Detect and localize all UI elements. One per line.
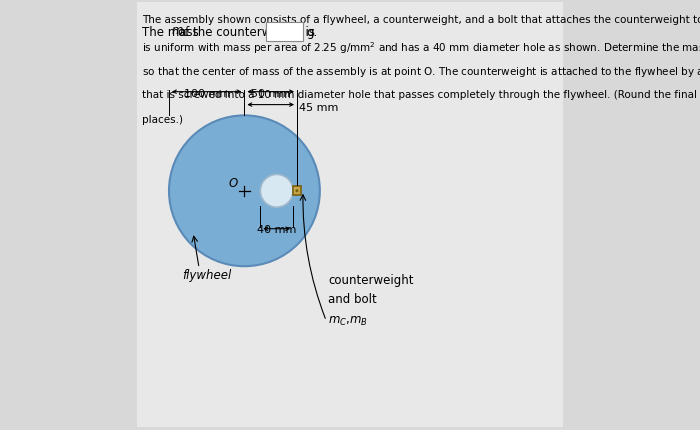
Bar <box>293 187 301 196</box>
Text: g.: g. <box>306 26 317 39</box>
Text: 45 mm: 45 mm <box>299 103 339 113</box>
Text: 100 mm: 100 mm <box>183 89 230 99</box>
Text: that is screwed into a 10 mm diameter hole that passes completely through the fl: that is screwed into a 10 mm diameter ho… <box>142 90 700 100</box>
Text: $\mathit{m_C}$: $\mathit{m_C}$ <box>171 26 190 39</box>
Text: is uniform with mass per area of 2.25 g/mm$^2$ and has a 40 mm diameter hole as : is uniform with mass per area of 2.25 g/… <box>142 40 700 56</box>
Circle shape <box>295 190 298 193</box>
Text: 50 mm: 50 mm <box>251 89 290 99</box>
Text: counterweight: counterweight <box>328 273 414 286</box>
Text: $\mathit{m_C}$,$\mathit{m_B}$: $\mathit{m_C}$,$\mathit{m_B}$ <box>328 314 368 327</box>
Circle shape <box>169 116 320 267</box>
FancyBboxPatch shape <box>136 3 564 427</box>
Text: The assembly shown consists of a flywheel, a counterweight, and a bolt that atta: The assembly shown consists of a flywhee… <box>142 15 700 25</box>
Bar <box>266 22 302 42</box>
Text: so that the center of mass of the assembly is at point O. The counterweight is a: so that the center of mass of the assemb… <box>142 65 700 79</box>
Text: and bolt: and bolt <box>328 292 377 305</box>
Text: O: O <box>228 176 237 189</box>
Text: 40 mm: 40 mm <box>257 224 296 234</box>
Text: flywheel: flywheel <box>182 269 231 282</box>
Text: The mass: The mass <box>142 26 203 39</box>
Text: of the counterweight is: of the counterweight is <box>178 26 314 39</box>
Circle shape <box>260 175 293 208</box>
Text: places.): places.) <box>142 115 183 125</box>
